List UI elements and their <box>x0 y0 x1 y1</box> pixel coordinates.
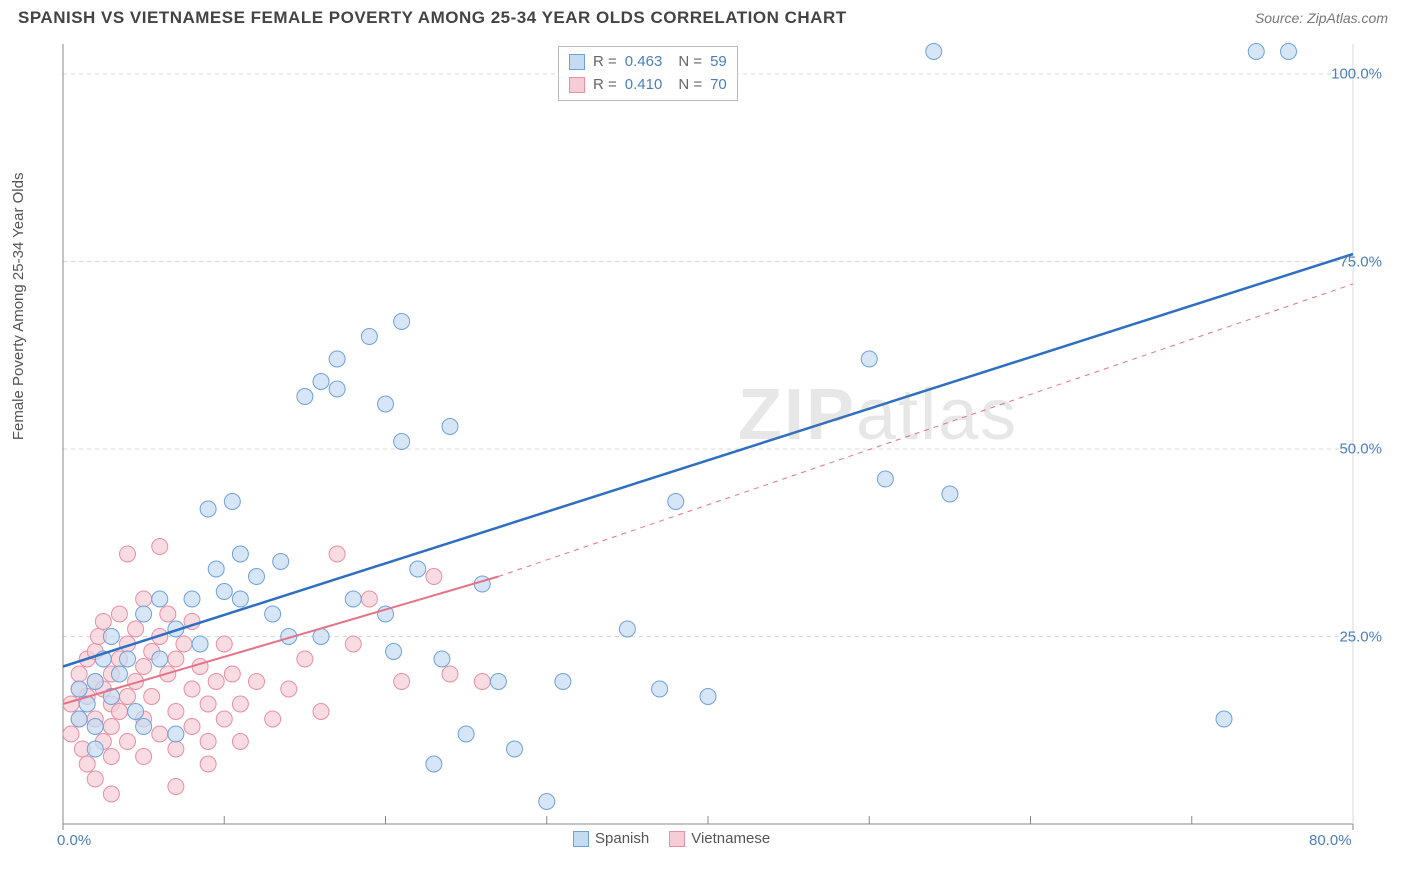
stats-row-vietnamese: R = 0.410 N = 70 <box>569 74 727 97</box>
legend-label-vietnamese: Vietnamese <box>691 830 770 847</box>
series-legend: Spanish Vietnamese <box>573 830 770 847</box>
swatch-vietnamese-icon <box>569 77 585 93</box>
scatter-chart-svg <box>18 34 1388 854</box>
y-tick-label: 25.0% <box>1339 628 1382 645</box>
r-value-spanish: 0.463 <box>625 51 663 74</box>
legend-item-spanish: Spanish <box>573 830 649 847</box>
swatch-vietnamese-icon <box>669 831 685 847</box>
swatch-spanish-icon <box>569 54 585 70</box>
n-value-vietnamese: 70 <box>710 74 727 97</box>
y-tick-label: 100.0% <box>1331 66 1382 83</box>
n-value-spanish: 59 <box>710 51 727 74</box>
r-value-vietnamese: 0.410 <box>625 74 663 97</box>
chart-area: Female Poverty Among 25-34 Year Olds ZIP… <box>18 34 1388 854</box>
x-axis-min-label: 0.0% <box>57 832 91 849</box>
stats-row-spanish: R = 0.463 N = 59 <box>569 51 727 74</box>
legend-label-spanish: Spanish <box>595 830 649 847</box>
y-tick-label: 75.0% <box>1339 253 1382 270</box>
x-axis-max-label: 80.0% <box>1309 832 1352 849</box>
y-tick-label: 50.0% <box>1339 441 1382 458</box>
source-attribution: Source: ZipAtlas.com <box>1255 10 1388 26</box>
legend-item-vietnamese: Vietnamese <box>669 830 770 847</box>
stats-legend-box: R = 0.463 N = 59 R = 0.410 N = 70 <box>558 46 738 101</box>
chart-title: SPANISH VS VIETNAMESE FEMALE POVERTY AMO… <box>18 8 847 28</box>
y-axis-label: Female Poverty Among 25-34 Year Olds <box>10 173 27 441</box>
swatch-spanish-icon <box>573 831 589 847</box>
